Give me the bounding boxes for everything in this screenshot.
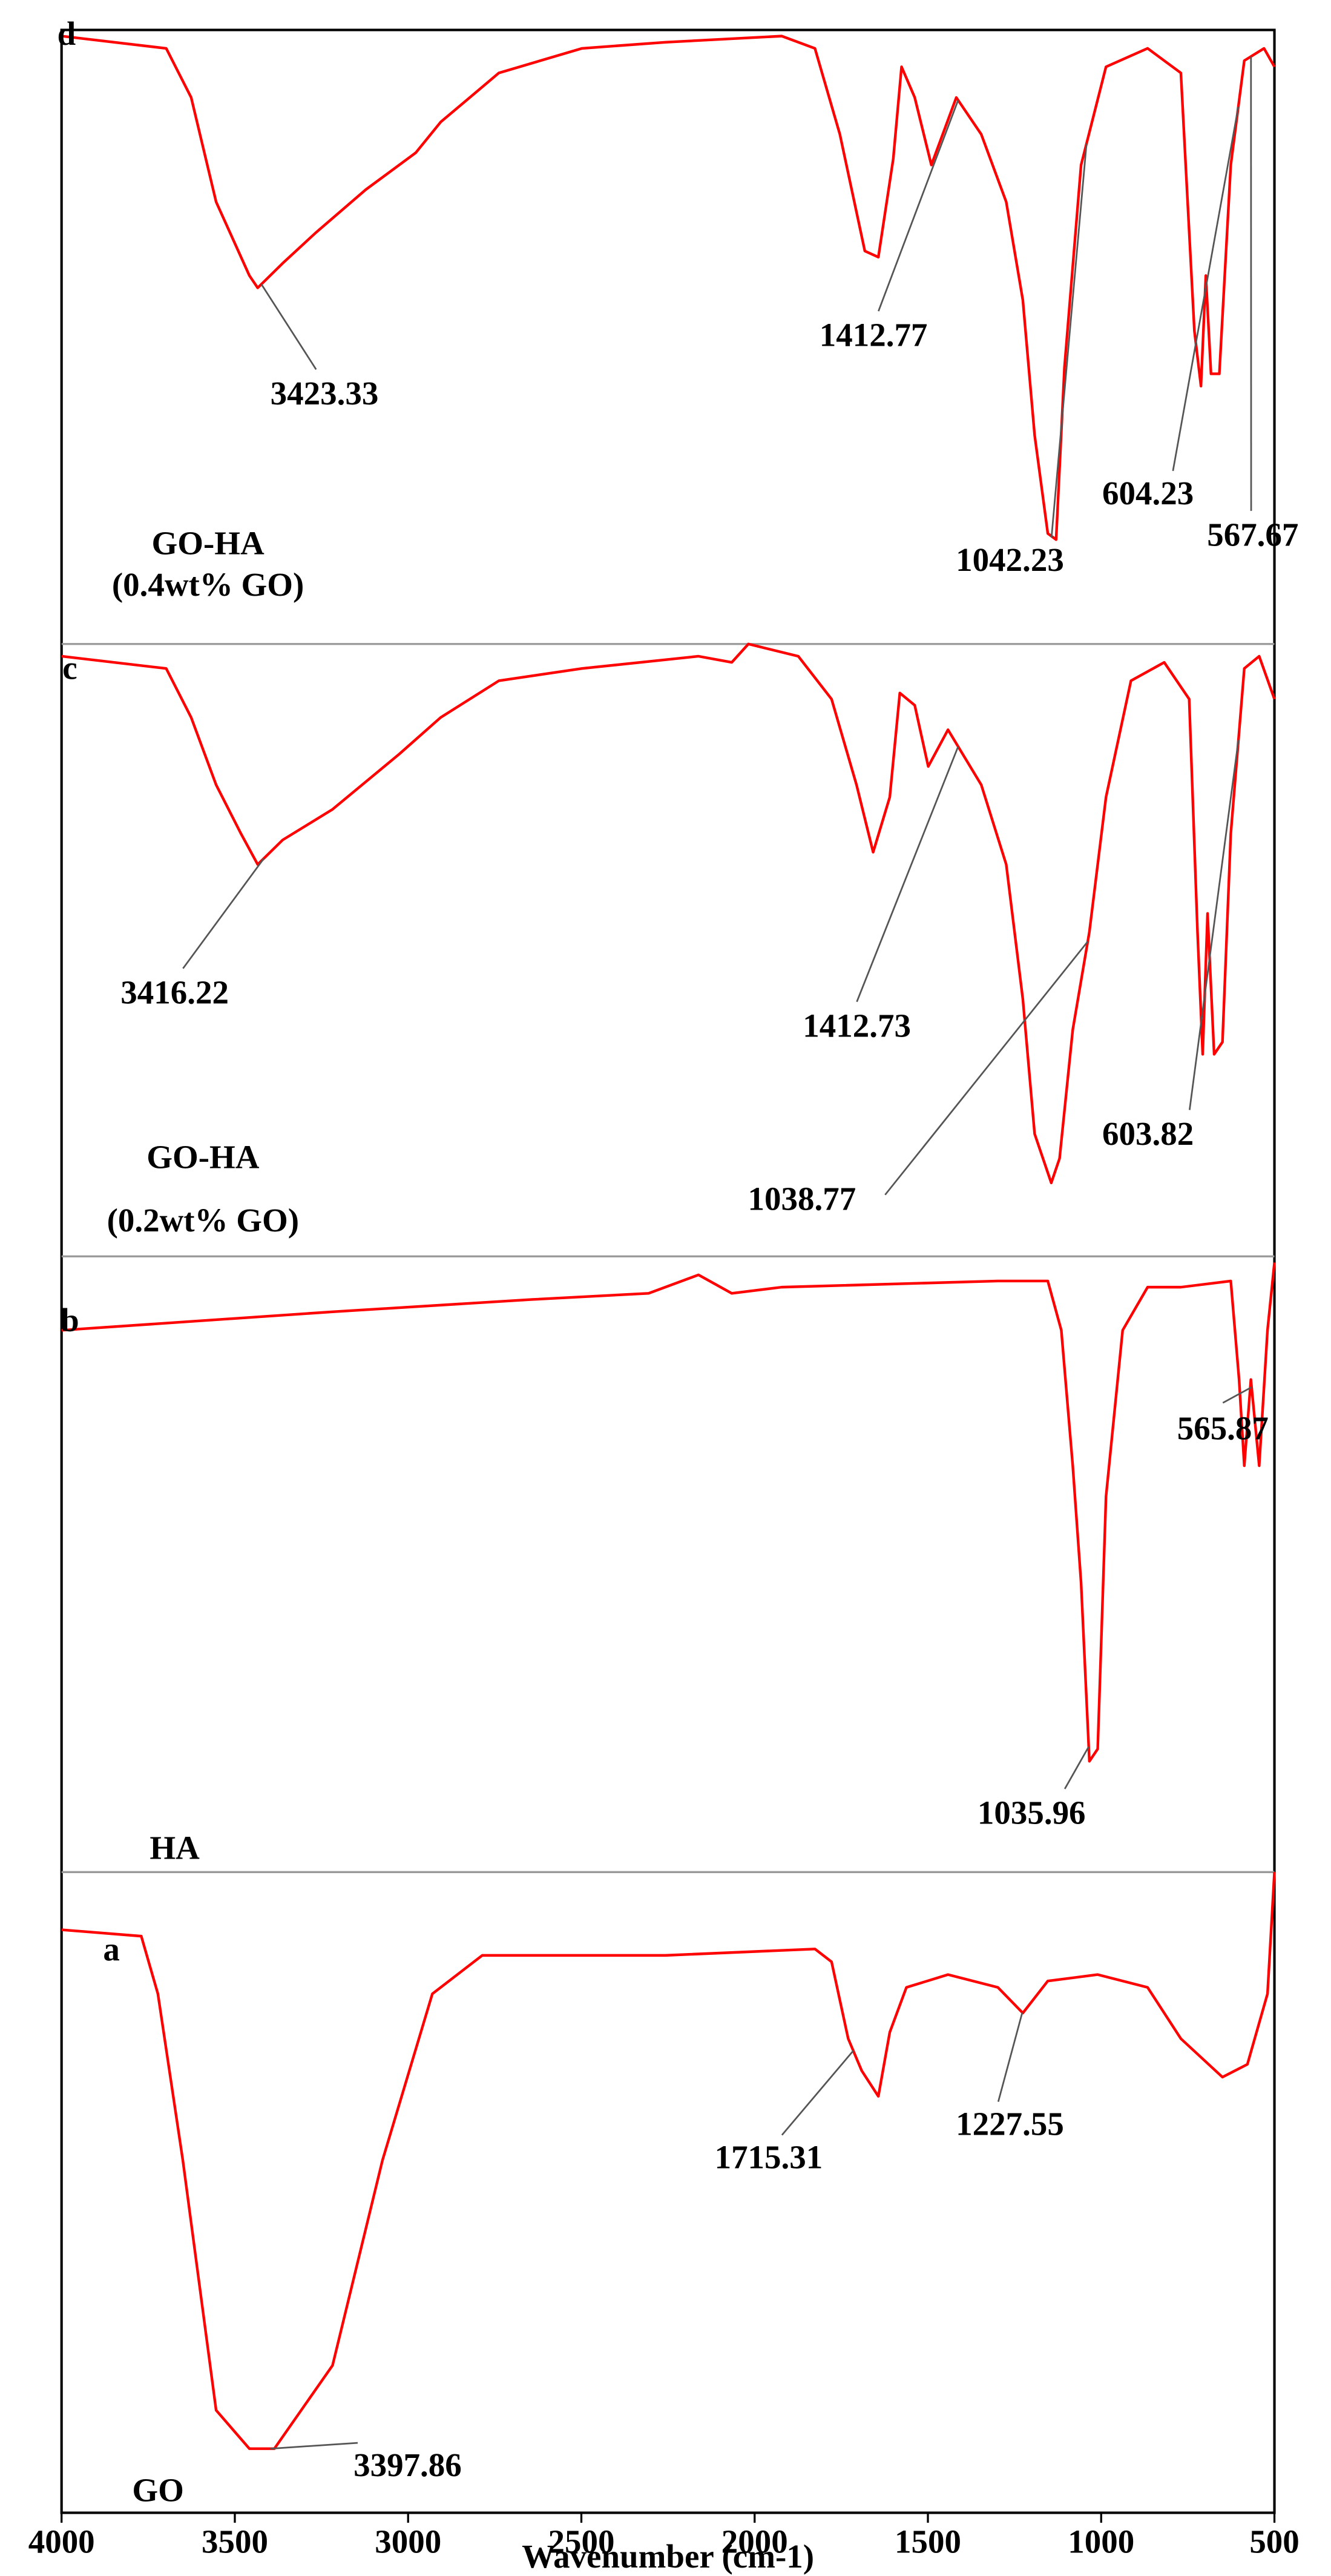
peak-label: 604.23: [1102, 475, 1194, 512]
annotation-leader: [1172, 107, 1240, 472]
annotation-leader: [878, 99, 959, 312]
peak-label: 1042.23: [956, 541, 1064, 578]
x-tick-label: 4000: [28, 2523, 95, 2560]
panel-label: b: [61, 1302, 79, 1339]
sample-label: GO-HA: [151, 524, 265, 561]
annotation-leader: [856, 746, 959, 1003]
peak-label: 3397.86: [353, 2446, 462, 2483]
panel-label: c: [62, 649, 77, 686]
sample-label: GO: [132, 2471, 184, 2508]
x-axis-title: Wavenumber (cm-1): [522, 2538, 814, 2575]
x-tick-label: 500: [1249, 2523, 1299, 2560]
x-tick-label: 1500: [895, 2523, 961, 2560]
peak-label: 3423.33: [271, 375, 379, 412]
annotation-leader: [260, 283, 317, 370]
peak-label: 1412.73: [803, 1007, 911, 1044]
peak-label: 1715.31: [715, 2139, 823, 2176]
spectrum-line: [61, 642, 1276, 1185]
peak-label: 1038.77: [748, 1180, 856, 1217]
peak-label: 3416.22: [120, 973, 229, 1010]
x-tick-label: 2500: [548, 2523, 615, 2560]
peak-label: 565.87: [1177, 1410, 1269, 1447]
annotation-leader: [884, 941, 1089, 1196]
sample-label: (0.4wt% GO): [112, 566, 304, 603]
sample-label: (0.2wt% GO): [107, 1202, 300, 1239]
x-tick-label: 3500: [202, 2523, 268, 2560]
annotation-leader: [1222, 1386, 1252, 1404]
x-tick-label: 2000: [721, 2523, 788, 2560]
annotation-leader: [781, 2050, 854, 2136]
annotation-leader: [270, 2442, 358, 2450]
annotation-leader: [182, 858, 265, 969]
annotation-leader: [1050, 143, 1088, 538]
x-tick-label: 3000: [375, 2523, 441, 2560]
x-tick-label: 1000: [1068, 2523, 1134, 2560]
spectrum-line: [61, 1262, 1276, 1763]
peak-label: 1412.77: [820, 317, 928, 354]
peak-label: 603.82: [1102, 1115, 1194, 1152]
plot-frame: [60, 28, 1276, 2514]
spectrum-line: [61, 35, 1276, 541]
annotation-leader: [1188, 739, 1240, 1110]
panel-label: d: [58, 15, 76, 52]
panel-label: a: [103, 1931, 119, 1968]
spectrum-line: [61, 1872, 1276, 2450]
peak-label: 1227.55: [956, 2106, 1064, 2143]
sample-label: GO-HA: [146, 1139, 260, 1176]
peak-label: 1035.96: [978, 1794, 1086, 1831]
annotation-leader: [1064, 1746, 1089, 1790]
peak-label: 567.67: [1207, 516, 1298, 553]
annotation-leader: [997, 2012, 1024, 2102]
sample-label: HA: [150, 1829, 200, 1866]
